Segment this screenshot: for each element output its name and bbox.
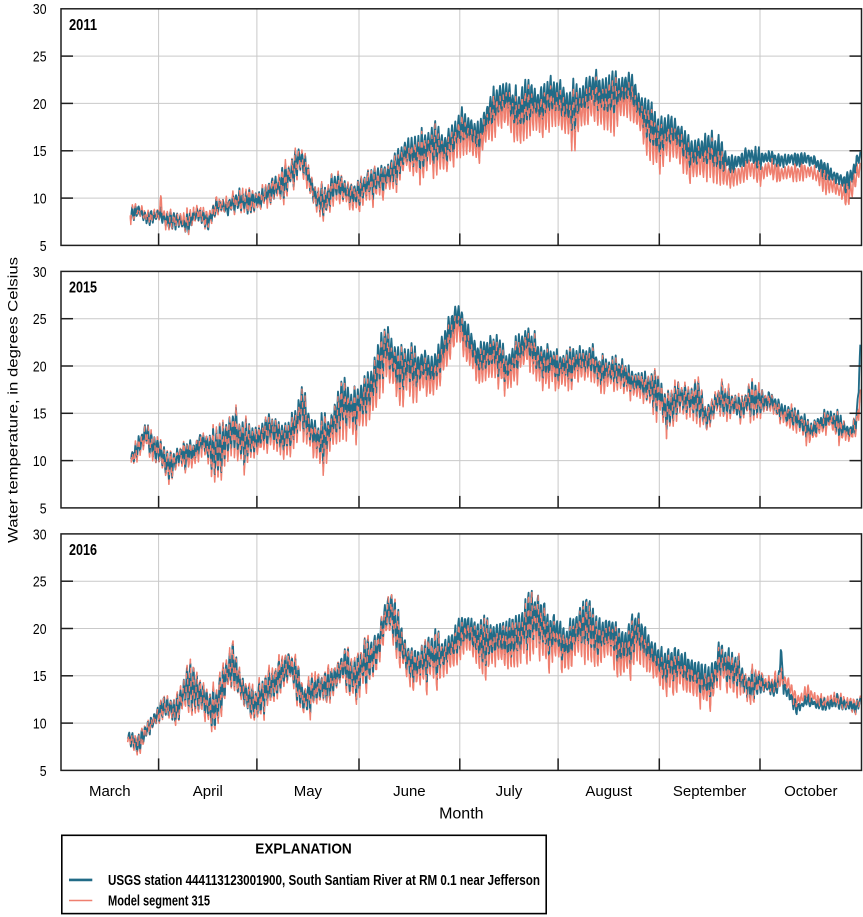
svg-text:25: 25 xyxy=(33,49,47,66)
svg-text:25: 25 xyxy=(33,311,47,328)
svg-text:March: March xyxy=(89,783,131,800)
svg-text:2016: 2016 xyxy=(69,542,97,559)
svg-text:April: April xyxy=(193,783,223,800)
svg-text:2011: 2011 xyxy=(69,17,97,34)
svg-text:September: September xyxy=(673,783,746,800)
svg-text:15: 15 xyxy=(33,668,47,685)
svg-text:June: June xyxy=(393,783,426,800)
svg-text:20: 20 xyxy=(33,621,47,638)
svg-text:20: 20 xyxy=(33,358,47,375)
svg-text:20: 20 xyxy=(33,96,47,113)
svg-text:EXPLANATION: EXPLANATION xyxy=(255,841,352,858)
svg-text:Model segment 315: Model segment 315 xyxy=(108,893,210,910)
svg-text:Month: Month xyxy=(439,806,483,823)
svg-text:30: 30 xyxy=(33,526,47,543)
svg-text:5: 5 xyxy=(40,500,47,517)
svg-text:5: 5 xyxy=(40,763,47,780)
svg-text:August: August xyxy=(585,783,633,800)
svg-text:2015: 2015 xyxy=(69,280,97,297)
svg-text:10: 10 xyxy=(33,191,47,208)
svg-text:5: 5 xyxy=(40,238,47,255)
svg-text:May: May xyxy=(294,783,323,800)
svg-text:25: 25 xyxy=(33,574,47,591)
svg-text:October: October xyxy=(784,783,837,800)
svg-text:15: 15 xyxy=(33,143,47,160)
svg-text:30: 30 xyxy=(33,264,47,281)
svg-text:10: 10 xyxy=(33,453,47,470)
svg-text:USGS station 444113123001900,: USGS station 444113123001900, South Sant… xyxy=(108,872,540,889)
svg-text:30: 30 xyxy=(33,1,47,18)
svg-text:Water temperature, in degrees: Water temperature, in degrees Celsius xyxy=(6,257,21,543)
svg-text:July: July xyxy=(496,783,523,800)
svg-text:10: 10 xyxy=(33,716,47,733)
svg-text:15: 15 xyxy=(33,406,47,423)
